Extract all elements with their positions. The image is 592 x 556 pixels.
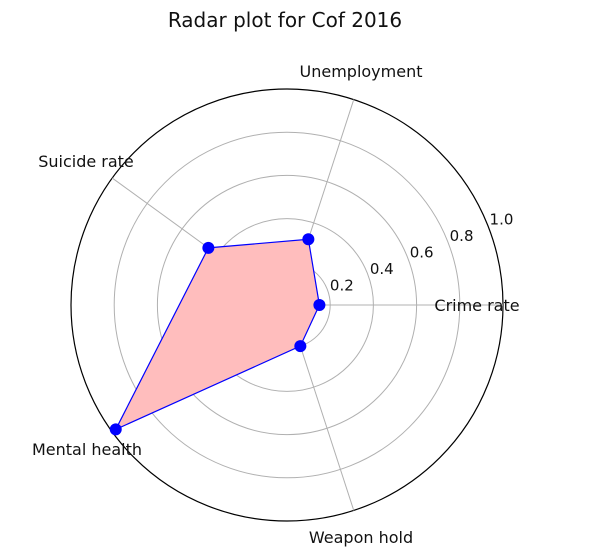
axis-label-1: Unemployment	[300, 62, 423, 81]
data-point-1	[302, 233, 315, 246]
data-point-0	[313, 299, 326, 311]
r-tick-label: 0.4	[370, 260, 394, 278]
axis-label-2: Suicide rate	[38, 152, 134, 171]
r-tick-label: 1.0	[490, 210, 514, 228]
tick-layer: 0.2 0.4 0.6 0.8 1.0	[330, 210, 514, 294]
r-tick-label: 0.8	[450, 227, 474, 245]
chart-title: Radar plot for Cof 2016	[167, 8, 403, 32]
r-tick-label: 0.2	[330, 276, 354, 294]
data-point-4	[294, 340, 307, 353]
data-point-3	[109, 423, 122, 436]
axis-label-0: Crime rate	[434, 296, 519, 315]
series-polygon	[114, 238, 321, 431]
r-tick-label: 0.6	[410, 243, 434, 261]
axis-label-3: Mental health	[32, 440, 142, 459]
data-layer	[109, 233, 326, 436]
axis-label-4: Weapon hold	[309, 528, 413, 547]
label-layer: Crime rate Unemployment Suicide rate Mental…	[32, 62, 520, 547]
data-point-2	[202, 241, 215, 254]
